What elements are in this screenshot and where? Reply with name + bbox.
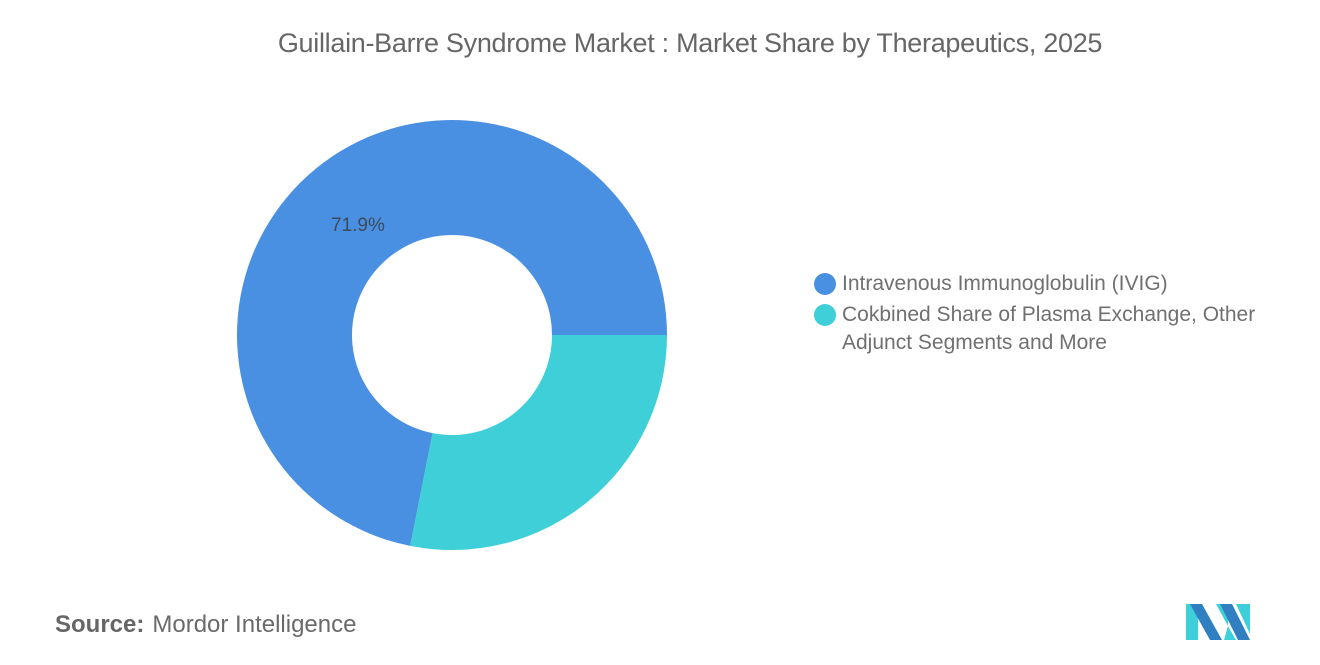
legend-item-combined[interactable]: Cokbined Share of Plasma Exchange, Other… <box>814 301 1294 357</box>
donut-slice-ivig[interactable] <box>237 120 668 546</box>
donut-slice-combined[interactable] <box>410 335 667 551</box>
legend-item-ivig[interactable]: Intravenous Immunoglobulin (IVIG) <box>814 270 1294 298</box>
legend-label: Cokbined Share of Plasma Exchange, Other… <box>842 303 1256 354</box>
source-value: Mordor Intelligence <box>152 611 357 638</box>
legend-label: Intravenous Immunoglobulin (IVIG) <box>842 272 1168 295</box>
mordor-intelligence-logo-icon <box>1186 604 1250 640</box>
chart-legend: Intravenous Immunoglobulin (IVIG) Cokbin… <box>814 270 1294 360</box>
source-label: Source: <box>55 611 145 638</box>
source-note: Source: Mordor Intelligence <box>55 611 356 639</box>
legend-swatch-ivig-icon <box>814 273 836 295</box>
chart-title: Guillain-Barre Syndrome Market : Market … <box>277 28 1103 58</box>
slice-label-ivig: 71.9% <box>331 215 385 236</box>
legend-swatch-combined-icon <box>814 304 836 326</box>
